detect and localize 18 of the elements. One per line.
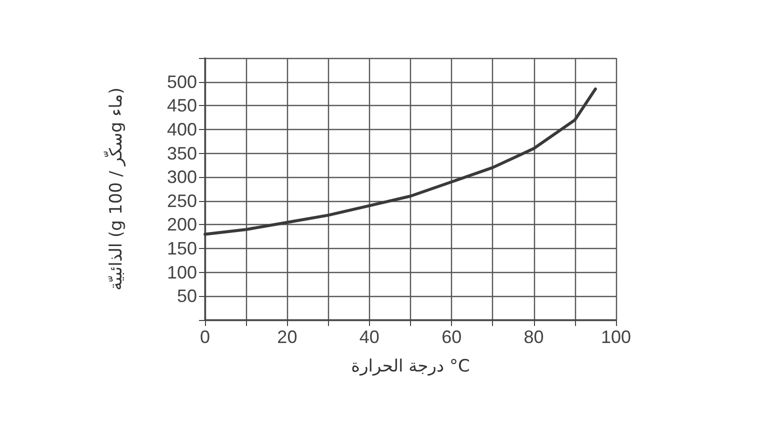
y-tick-label: 150: [166, 238, 197, 259]
y-tick-label: 450: [166, 96, 197, 116]
y-tick-label: 300: [166, 167, 197, 188]
y-tick-label: 350: [166, 143, 197, 164]
x-tick-label: 100: [600, 327, 632, 347]
x-tick-label: 0: [200, 327, 210, 347]
y-tick-label: 500: [166, 72, 197, 92]
y-tick-label: 100: [166, 262, 197, 282]
x-axis-title: درجة الحرارة °C: [351, 356, 470, 376]
x-tick-label: 80: [524, 327, 544, 347]
y-tick-label: 250: [166, 190, 197, 211]
y-axis-title: الذائبيّة (g سكّر / 100g ماء): [104, 87, 126, 291]
y-tick-label: 200: [166, 214, 197, 235]
x-tick-label: 60: [442, 327, 462, 347]
y-tick-label: 50: [176, 286, 197, 306]
x-tick-label: 40: [359, 327, 380, 347]
y-tick-label: 400: [166, 119, 197, 140]
x-tick-label: 20: [277, 327, 298, 347]
